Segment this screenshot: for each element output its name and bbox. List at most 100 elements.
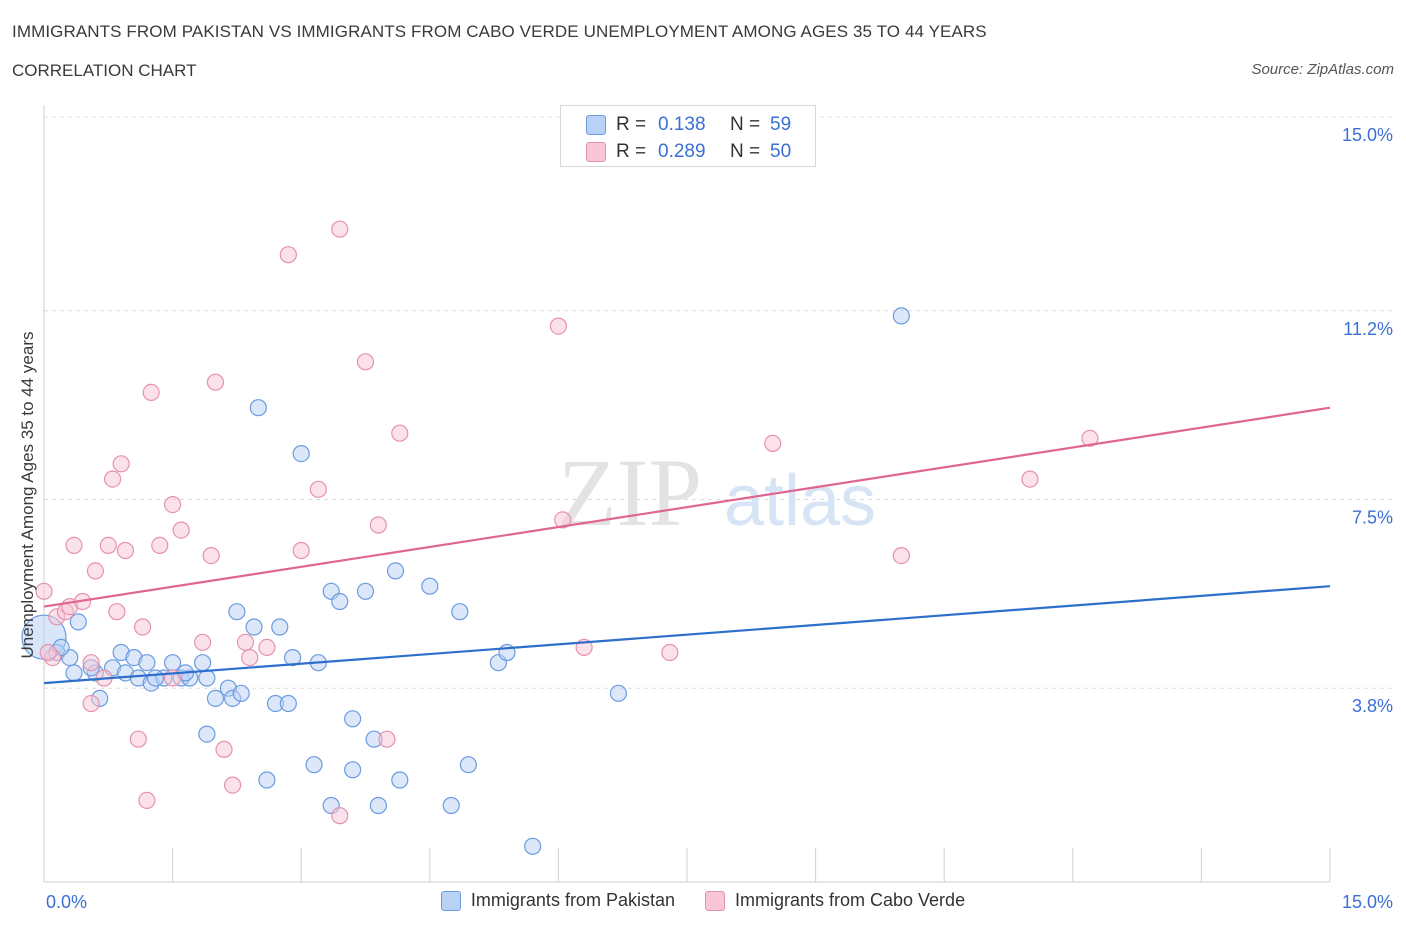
correlation-row-caboverde: R = 0.289 N = 50	[586, 140, 791, 164]
pakistan-point-44	[386, 562, 405, 580]
caboverde-point-28	[224, 776, 242, 794]
caboverde-point-25	[202, 546, 220, 565]
caboverde-point-19	[142, 383, 160, 401]
pakistan-point-45	[391, 771, 409, 789]
grid-lines	[44, 116, 1396, 689]
pakistan-point-12	[138, 654, 156, 672]
watermark: ZIP atlas	[558, 439, 876, 546]
caboverde-points	[35, 220, 1099, 825]
source-note: Source: ZipAtlas.com	[1251, 61, 1394, 78]
caboverde-point-29	[236, 633, 255, 651]
caboverde-point-44	[661, 643, 679, 662]
watermark-atlas: atlas	[724, 461, 876, 541]
axes	[43, 105, 1331, 883]
caboverde-point-18	[138, 791, 156, 810]
pakistan-point-54	[892, 307, 910, 325]
caboverde-point-39	[378, 730, 396, 748]
pakistan-point-46	[421, 577, 439, 595]
n-value: 59	[770, 114, 792, 135]
pakistan-point-25	[228, 603, 246, 621]
caboverde-point-48	[1081, 429, 1099, 447]
x-tick-label-max: 15.0%	[1342, 892, 1393, 912]
caboverde-point-15	[116, 541, 135, 560]
caboverde-point-31	[258, 638, 276, 657]
pakistan-point-24	[232, 684, 250, 702]
pakistan-point-20	[198, 725, 216, 743]
pakistan-point-26	[245, 618, 263, 636]
bottom-legend: Immigrants from Pakistan Immigrants from…	[0, 890, 1406, 911]
pakistan-point-32	[284, 648, 302, 667]
pakistan-point-40	[344, 710, 362, 728]
caboverde-point-47	[1021, 470, 1039, 488]
caboverde-point-22	[164, 496, 182, 514]
chart-title: IMMIGRANTS FROM PAKISTAN VS IMMIGRANTS F…	[12, 22, 987, 41]
pakistan-point-48	[451, 603, 469, 621]
caboverde-point-13	[103, 470, 122, 488]
caboverde-point-9	[82, 694, 100, 713]
n-value: 50	[770, 141, 792, 162]
caboverde-point-38	[369, 516, 387, 534]
pakistan-points	[21, 307, 910, 855]
pakistan-point-52	[524, 837, 542, 855]
caboverde-point-35	[331, 220, 349, 238]
pakistan-point-39	[344, 761, 362, 779]
pakistan-point-31	[279, 694, 297, 713]
pakistan-point-33	[292, 445, 310, 463]
caboverde-point-17	[133, 618, 152, 636]
pakistan-trend-line	[43, 585, 1331, 685]
r-label: R =	[616, 141, 647, 162]
chart-subtitle: CORRELATION CHART	[12, 61, 197, 80]
y-tick-label-2: 11.2%	[1343, 319, 1393, 339]
n-label: N =	[730, 141, 761, 162]
legend-label-pakistan: Immigrants from Pakistan	[470, 890, 675, 910]
pakistan-point-53	[609, 684, 628, 702]
watermark-zip: ZIP	[558, 439, 702, 546]
pakistan-point-38	[331, 592, 349, 611]
y-tick-label-3: 15.0%	[1342, 125, 1393, 145]
y-tick-label-1: 7.5%	[1352, 508, 1393, 528]
caboverde-point-5	[65, 536, 83, 555]
y-axis-label: Unemployment Among Ages 35 to 44 years	[18, 331, 37, 659]
r-label: R =	[616, 114, 647, 135]
caboverde-point-40	[391, 424, 409, 442]
pakistan-swatch	[440, 890, 461, 911]
caboverde-swatch	[586, 142, 606, 162]
caboverde-point-30	[241, 648, 259, 667]
caboverde-point-32	[279, 246, 297, 264]
n-label: N =	[730, 114, 761, 135]
pakistan-point-18	[194, 654, 212, 672]
trend-lines	[43, 406, 1331, 685]
caboverde-point-23	[172, 521, 190, 539]
caboverde-point-37	[356, 353, 375, 371]
caboverde-point-11	[99, 536, 117, 555]
pakistan-point-34	[305, 756, 323, 774]
legend-item-pakistan[interactable]: Immigrants from Pakistan	[440, 890, 675, 911]
pakistan-point-41	[356, 582, 375, 600]
tick-labels: 3.8% 7.5% 11.2% 15.0% 0.0% 15.0%	[46, 125, 1393, 912]
caboverde-point-27	[215, 740, 233, 759]
pakistan-point-30	[271, 618, 289, 636]
caboverde-point-41	[549, 317, 568, 335]
pakistan-point-21	[206, 689, 225, 708]
caboverde-point-7	[82, 654, 100, 672]
legend-label-caboverde: Immigrants from Cabo Verde	[734, 890, 966, 910]
caboverde-point-33	[292, 541, 310, 560]
caboverde-point-26	[206, 373, 225, 391]
caboverde-swatch	[704, 890, 725, 911]
r-value: 0.138	[658, 114, 706, 135]
correlation-row-pakistan: R = 0.138 N = 59	[586, 113, 791, 137]
pakistan-swatch	[586, 115, 606, 135]
legend-item-caboverde[interactable]: Immigrants from Cabo Verde	[704, 890, 966, 911]
caboverde-point-8	[86, 562, 105, 580]
pakistan-point-19	[198, 669, 216, 687]
caboverde-point-16	[129, 730, 147, 748]
caboverde-point-20	[151, 536, 169, 555]
caboverde-trend-line	[43, 406, 1331, 608]
r-value: 0.289	[658, 141, 706, 162]
caboverde-point-49	[39, 643, 57, 662]
caboverde-point-12	[108, 603, 126, 621]
pakistan-point-58	[146, 669, 165, 687]
caboverde-point-0	[35, 582, 53, 600]
caboverde-point-42	[554, 511, 572, 529]
